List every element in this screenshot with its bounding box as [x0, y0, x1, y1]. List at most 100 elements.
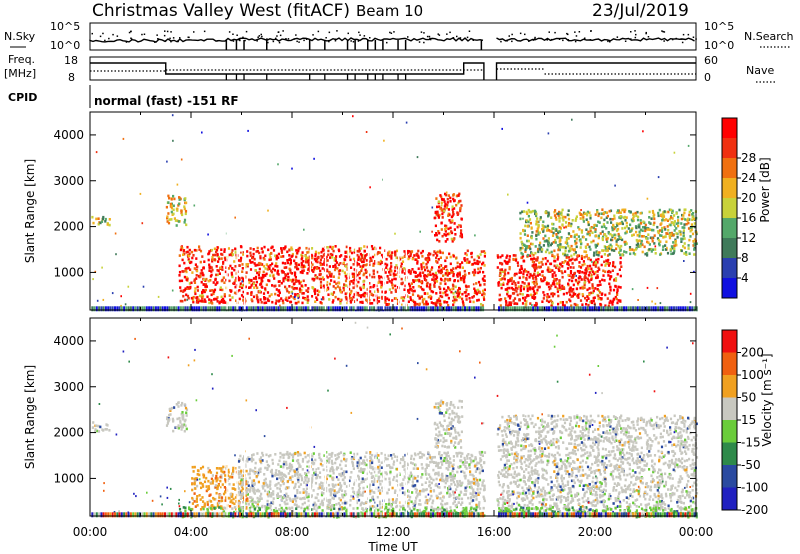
power-cell — [529, 248, 531, 251]
power-cell — [269, 274, 271, 277]
power-cell — [246, 250, 248, 253]
power-near-range-cell — [132, 306, 134, 311]
power-cell — [248, 281, 250, 284]
power-cell — [369, 302, 371, 305]
power-cell — [523, 260, 525, 263]
velocity-cell — [219, 476, 221, 479]
velocity-cell — [350, 451, 352, 454]
power-cell — [689, 211, 691, 214]
power-colorbar-label: Power [dB] — [758, 157, 772, 222]
power-cell — [261, 277, 263, 280]
power-cell — [408, 269, 410, 272]
power-cell — [609, 210, 611, 213]
power-cell — [548, 212, 550, 215]
power-cell — [262, 274, 264, 277]
power-cell — [664, 228, 666, 231]
power-cell — [521, 247, 523, 250]
power-colorbar-tick-label: 8 — [741, 251, 749, 265]
power-cell — [263, 302, 265, 305]
velocity-cell — [330, 488, 332, 491]
power-near-range-cell — [162, 306, 164, 311]
velocity-cell — [196, 500, 198, 503]
power-cell — [517, 264, 519, 267]
power-cell — [333, 275, 335, 278]
power-cell — [523, 270, 525, 273]
velocity-cell — [300, 498, 302, 501]
power-near-range-cell — [362, 306, 364, 311]
power-near-range-cell — [462, 306, 464, 311]
noise-search-point — [661, 30, 663, 32]
power-cell — [551, 269, 553, 272]
power-cell — [692, 240, 694, 243]
power-cell — [432, 273, 434, 276]
power-cell — [419, 297, 421, 300]
power-cell — [234, 248, 236, 251]
power-cell — [242, 253, 244, 256]
power-cell — [531, 231, 533, 234]
velocity-cell — [184, 420, 186, 423]
velocity-cell — [106, 424, 108, 427]
power-cell — [604, 253, 606, 256]
power-near-range-cell — [314, 306, 316, 311]
power-cell — [423, 266, 425, 269]
power-cell — [263, 271, 265, 274]
power-near-range-cell — [109, 306, 111, 311]
power-cell — [433, 285, 435, 288]
power-cell — [460, 232, 462, 235]
power-cell — [231, 267, 233, 270]
power-cell — [344, 271, 346, 274]
power-near-range-cell — [578, 306, 580, 311]
power-cell — [307, 290, 309, 293]
velocity-cell — [357, 475, 359, 478]
power-cell — [680, 233, 682, 236]
power-noise-cell — [406, 122, 408, 124]
power-cell — [541, 300, 543, 303]
power-cell — [274, 293, 276, 296]
velocity-cell — [330, 490, 332, 493]
power-cell — [263, 258, 265, 261]
power-cell — [286, 259, 288, 262]
power-cell — [394, 270, 396, 273]
power-cell — [306, 251, 308, 254]
power-cell — [373, 299, 375, 302]
power-cell — [692, 216, 694, 219]
power-cell — [443, 301, 445, 304]
freq-panel-frame — [90, 57, 696, 80]
noise-search-point — [336, 30, 338, 32]
power-cell — [681, 250, 683, 253]
power-cell — [318, 290, 320, 293]
power-cell — [585, 228, 587, 231]
velocity-cell — [296, 497, 298, 500]
power-cell — [427, 254, 429, 257]
power-cell — [648, 248, 650, 251]
power-cell — [263, 265, 265, 268]
power-cell — [296, 252, 298, 255]
power-cell — [682, 226, 684, 229]
power-cell — [629, 253, 631, 256]
power-near-range-cell — [689, 306, 691, 311]
power-cell — [537, 224, 539, 227]
power-cell — [615, 277, 617, 280]
power-near-range-cell — [412, 306, 414, 311]
power-cell — [536, 221, 538, 224]
power-cell — [283, 247, 285, 250]
power-cell — [535, 281, 537, 284]
power-cell — [549, 269, 551, 272]
power-cell — [596, 276, 598, 279]
power-cell — [468, 272, 470, 275]
velocity-cell — [446, 502, 448, 505]
power-cell — [526, 278, 528, 281]
power-cell — [622, 223, 624, 226]
noise-sky-line — [90, 38, 695, 42]
power-cell — [331, 293, 333, 296]
power-cell — [396, 257, 398, 260]
power-cell — [401, 257, 403, 260]
velocity-cell — [176, 426, 178, 429]
power-cell — [675, 232, 677, 235]
velocity-cell — [269, 487, 271, 490]
power-cell — [390, 291, 392, 294]
power-cell — [296, 268, 298, 271]
power-near-range-cell — [505, 306, 507, 311]
power-near-range-cell — [628, 306, 630, 311]
power-cell — [447, 233, 449, 236]
